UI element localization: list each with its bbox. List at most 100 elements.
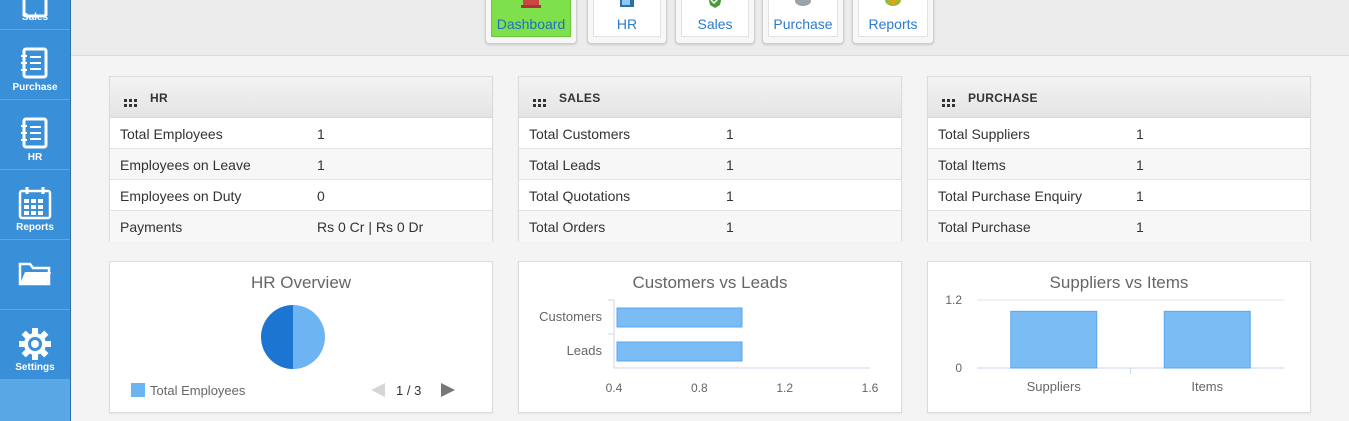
tag-icon <box>705 0 725 13</box>
hr-overview-chart: HR Overview Total Employees 1 / 3 <box>109 261 493 413</box>
pie-chart-svg: Total Employees 1 / 3 <box>131 305 455 398</box>
tab-hr[interactable]: HR <box>587 0 667 44</box>
sidebar-item-label: HR <box>27 152 43 163</box>
row-label: Total Quotations <box>529 188 631 204</box>
sidebar-item-reports[interactable]: Reports <box>0 170 70 240</box>
chart-title: Customers vs Leads <box>632 273 788 292</box>
table-row: Total Quotations 1 <box>519 180 901 211</box>
row-value: Rs 0 Cr | Rs 0 Dr <box>317 219 424 235</box>
table-row: Total Items 1 <box>928 149 1310 180</box>
row-value: 1 <box>317 157 325 173</box>
row-label: Total Leads <box>529 157 601 173</box>
grid-icon <box>942 94 956 112</box>
table-row: Total Employees 1 <box>110 118 492 149</box>
sidebar-footer <box>0 380 70 421</box>
chart-title: Suppliers vs Items <box>1049 273 1189 292</box>
sidebar: Sales Purchase HR Reports Settings <box>0 0 71 421</box>
table-row: Total Purchase Enquiry 1 <box>928 180 1310 211</box>
tab-reports[interactable]: Reports <box>852 0 934 44</box>
row-value: 1 <box>1136 219 1144 235</box>
sidebar-item-settings[interactable]: Settings <box>0 310 70 380</box>
panel-header: PURCHASE <box>928 77 1310 118</box>
table-row: Total Suppliers 1 <box>928 118 1310 149</box>
panel-title: PURCHASE <box>968 91 1038 105</box>
row-label: Total Items <box>938 157 1006 173</box>
table-row: Total Purchase 1 <box>928 211 1310 242</box>
tab-label: Purchase <box>773 16 833 32</box>
tab-dashboard[interactable]: Dashboard <box>485 0 577 44</box>
notebook-icon <box>20 0 50 23</box>
row-value: 1 <box>726 188 734 204</box>
tab-label: Reports <box>868 16 918 32</box>
x-tick-label: 1.6 <box>862 381 879 395</box>
row-value: 1 <box>1136 157 1144 173</box>
sidebar-item-sales[interactable]: Sales <box>0 0 70 30</box>
tab-background <box>858 0 928 37</box>
grid-icon <box>533 94 547 112</box>
legend-swatch <box>131 383 145 397</box>
row-label: Employees on Leave <box>120 157 251 173</box>
chart-icon <box>883 0 903 13</box>
table-row: Total Orders 1 <box>519 211 901 242</box>
previous-page-icon[interactable] <box>371 383 385 397</box>
bar <box>616 341 743 362</box>
table-row: Employees on Duty 0 <box>110 180 492 211</box>
notebook-icon <box>19 47 51 86</box>
chart-title: HR Overview <box>250 273 352 292</box>
y-tick-label: 0 <box>955 361 962 375</box>
sales-summary-panel: SALES Total Customers 1 Total Leads 1 Tota… <box>518 76 902 242</box>
y-tick-label: Leads <box>567 343 603 358</box>
row-value: 1 <box>1136 188 1144 204</box>
next-page-icon[interactable] <box>441 383 455 397</box>
bar <box>616 307 743 328</box>
customers-vs-leads-chart: Customers vs Leads 0.4 0.8 1.2 1.6 Customer… <box>518 261 902 413</box>
row-label: Total Orders <box>529 219 606 235</box>
book-icon <box>617 0 637 13</box>
row-label: Total Purchase Enquiry <box>938 188 1082 204</box>
row-label: Employees on Duty <box>120 188 242 204</box>
row-value: 0 <box>317 188 325 204</box>
row-label: Total Customers <box>529 126 631 142</box>
sidebar-item-purchase[interactable]: Purchase <box>0 30 70 100</box>
cart-icon <box>793 0 813 13</box>
tab-label: Dashboard <box>496 16 566 32</box>
row-label: Total Suppliers <box>938 126 1030 142</box>
bar-chart-svg: 0.4 0.8 1.2 1.6 Customers Leads <box>539 299 879 395</box>
tab-purchase[interactable]: Purchase <box>762 0 844 44</box>
panel-title: HR <box>150 91 168 105</box>
grid-icon <box>124 94 138 112</box>
tab-sales[interactable]: Sales <box>675 0 755 44</box>
row-value: 1 <box>726 126 734 142</box>
x-tick-label: 1.2 <box>776 381 793 395</box>
row-value: 1 <box>726 219 734 235</box>
panel-header: SALES <box>519 77 901 118</box>
sidebar-item-label: Sales <box>21 12 49 23</box>
building-icon <box>519 0 543 13</box>
panel-header: HR <box>110 77 492 118</box>
tab-label: Sales <box>697 16 733 32</box>
y-tick-label: 1.2 <box>945 293 962 307</box>
tab-background <box>768 0 838 37</box>
sidebar-item-label: Settings <box>15 362 55 373</box>
purchase-summary-panel: PURCHASE Total Suppliers 1 Total Items 1 T… <box>927 76 1311 242</box>
sidebar-item-label: Reports <box>16 222 54 233</box>
x-tick-label: 0.4 <box>606 381 623 395</box>
column-chart-svg: 0 1.2 Suppliers Items <box>945 293 1284 394</box>
table-row: Employees on Leave 1 <box>110 149 492 180</box>
pager-label: 1 / 3 <box>396 383 421 398</box>
row-value: 1 <box>726 157 734 173</box>
x-tick-label: Suppliers <box>1027 379 1082 394</box>
hr-summary-panel: HR Total Employees 1 Employees on Leave 1 … <box>109 76 493 242</box>
bar <box>1163 310 1251 369</box>
row-label: Total Employees <box>120 126 223 142</box>
panel-title: SALES <box>559 91 601 105</box>
tab-label: HR <box>616 16 638 32</box>
pie-slice <box>293 305 325 369</box>
sidebar-item-hr[interactable]: HR <box>0 100 70 170</box>
sidebar-item-label: Purchase <box>12 82 58 93</box>
calendar-icon <box>18 186 52 225</box>
suppliers-vs-items-chart: Suppliers vs Items 0 1.2 Suppliers Items <box>927 261 1311 413</box>
notebook-icon <box>19 117 51 156</box>
sidebar-item-folder[interactable] <box>0 240 70 310</box>
table-row: Total Leads 1 <box>519 149 901 180</box>
